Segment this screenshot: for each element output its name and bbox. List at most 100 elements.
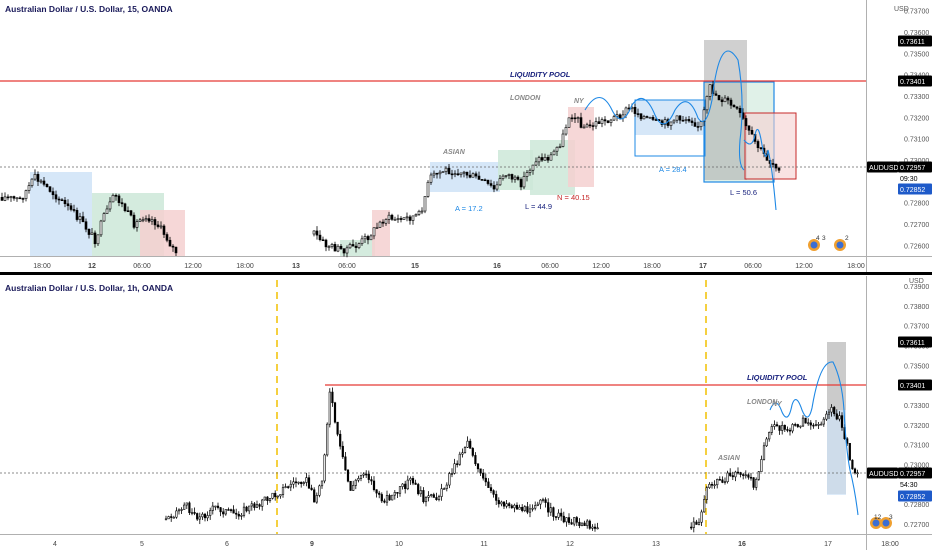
candle xyxy=(489,179,493,188)
candle xyxy=(185,502,188,510)
candle xyxy=(362,472,365,478)
economic-event-badge[interactable]: 2 xyxy=(834,235,849,251)
candle xyxy=(775,421,779,428)
candle xyxy=(732,104,736,108)
candle xyxy=(90,228,94,235)
candle xyxy=(349,480,352,491)
candle xyxy=(562,511,565,524)
candle xyxy=(258,503,261,510)
candle xyxy=(639,113,643,121)
candle xyxy=(222,508,225,518)
candle xyxy=(198,512,201,525)
candle xyxy=(500,500,503,507)
candle xyxy=(321,236,325,242)
candle xyxy=(825,410,828,421)
candle xyxy=(201,512,204,520)
candle xyxy=(729,468,732,477)
asian-session-box xyxy=(30,172,92,256)
candle xyxy=(42,177,46,187)
candle xyxy=(420,207,424,215)
candle xyxy=(268,497,272,503)
candle xyxy=(369,234,373,241)
svg-text:0.72852: 0.72852 xyxy=(900,494,925,501)
candle xyxy=(432,170,436,179)
candle xyxy=(770,423,773,436)
candle xyxy=(552,149,556,156)
candle xyxy=(489,484,493,494)
candle xyxy=(171,244,175,252)
top-time-tick-14: 12:00 xyxy=(795,263,813,270)
candle xyxy=(399,216,403,223)
projection-curve-2 xyxy=(743,128,777,211)
candle xyxy=(250,500,253,511)
bottom-badge-last: 0.72957 xyxy=(898,467,932,479)
candle xyxy=(552,506,555,521)
candle xyxy=(822,417,825,427)
economic-event-badge[interactable]: 4 3 xyxy=(808,235,826,251)
candle xyxy=(39,179,43,184)
candle xyxy=(440,483,443,501)
bottom-price-tick-9: 0.73000 xyxy=(904,463,929,470)
candle xyxy=(498,174,502,186)
candle xyxy=(738,105,742,118)
candle xyxy=(537,155,541,167)
bottom-chart-title[interactable]: Australian Dollar / U.S. Dollar, 1h, OAN… xyxy=(5,283,173,293)
top-time-tick-13: 06:00 xyxy=(744,263,762,270)
candle xyxy=(287,485,290,489)
candle xyxy=(507,173,511,180)
candle xyxy=(345,245,349,258)
candle xyxy=(435,172,439,179)
candle xyxy=(471,447,474,458)
liquidity-pool-label: LIQUIDITY POOL xyxy=(510,70,571,79)
candle xyxy=(468,170,472,179)
candle xyxy=(465,171,469,179)
bottom-pane: LIQUIDITY POOL LONDON NY ASIAN Australia… xyxy=(0,276,932,550)
ny-label: NY xyxy=(574,98,585,105)
pane-separator[interactable] xyxy=(0,272,932,275)
candle xyxy=(801,415,805,427)
candle xyxy=(705,95,709,114)
economic-event-badge[interactable]: 12 3 xyxy=(870,514,893,529)
candle xyxy=(560,508,563,521)
candle xyxy=(411,475,415,486)
bottom-price-badges: 0.73611 0.73401 AUDUSD 0.72957 54:30 0.72852 xyxy=(867,336,932,502)
candle xyxy=(427,491,430,502)
candle xyxy=(840,412,844,431)
candle xyxy=(777,166,781,173)
top-price-tick-2: 0.73500 xyxy=(904,51,929,58)
candle xyxy=(600,117,604,128)
candle xyxy=(774,163,778,172)
candle xyxy=(232,505,235,514)
top-badge-timer: 09:30 xyxy=(898,172,932,184)
candle xyxy=(172,515,175,519)
candle xyxy=(596,522,599,530)
candle xyxy=(276,495,279,499)
svg-text:AUDUSD: AUDUSD xyxy=(869,165,899,172)
top-chart-title[interactable]: Australian Dollar / U.S. Dollar, 15, OAN… xyxy=(5,4,173,14)
candle xyxy=(405,212,409,222)
bottom-time-axis[interactable]: 4 5 6 9 10 11 12 13 16 17 18:00 xyxy=(53,541,899,548)
candle xyxy=(15,197,19,202)
candle xyxy=(678,115,682,124)
bottom-time-tick-5: 11 xyxy=(480,541,487,548)
bottom-price-tick-7: 0.73200 xyxy=(904,423,929,430)
bottom-plot-bg[interactable] xyxy=(0,276,866,534)
candle xyxy=(417,482,420,496)
candle xyxy=(531,164,535,175)
candle xyxy=(771,158,775,168)
candle xyxy=(352,480,355,492)
candle xyxy=(153,217,157,230)
top-time-tick-4: 18:00 xyxy=(236,263,254,270)
candle xyxy=(411,215,415,225)
candle xyxy=(580,522,584,527)
candle xyxy=(245,505,248,513)
top-time-axis[interactable]: 18:00 12 06:00 12:00 18:00 13 06:00 15 16 06:00 12… xyxy=(33,263,865,270)
flag-icon xyxy=(836,241,844,249)
candle xyxy=(9,195,13,202)
liquidity-pool-label: LIQUIDITY POOL xyxy=(747,373,808,382)
candle xyxy=(519,177,523,191)
candle xyxy=(437,494,441,502)
candle xyxy=(742,472,745,480)
top-price-tick-1: 0.73600 xyxy=(904,30,929,37)
